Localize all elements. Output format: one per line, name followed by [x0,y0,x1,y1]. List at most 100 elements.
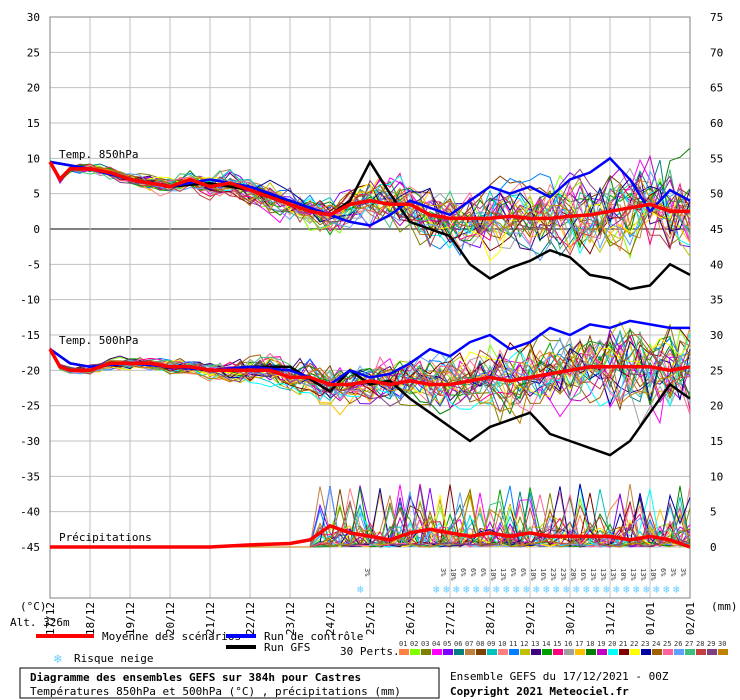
snow-risk-flake-icon: ❄ [473,583,480,596]
snow-risk-flake-icon: ❄ [523,583,530,596]
precip-panel-label: Précipitations [59,531,152,544]
member-number-label: 26 [674,640,682,648]
member-number-label: 03 [421,640,429,648]
x-tick-label: 01/01 [644,602,657,635]
member-color-swatch [432,649,442,655]
x-tick-label: 24/12 [324,602,337,635]
snow-risk-percent: 3% [679,568,687,577]
member-number-label: 14 [542,640,550,648]
x-tick-label: 29/12 [524,602,537,635]
right-tick-label: 75 [710,11,723,24]
x-tick-label: 17/12 [44,602,57,635]
x-tick-label: 25/12 [364,602,377,635]
snow-risk-flake-icon: ❄ [583,583,590,596]
right-tick-label: 65 [710,82,723,95]
member-color-swatch [531,649,541,655]
right-tick-label: 70 [710,46,723,59]
snow-risk-percent: 23% [549,568,557,581]
member-number-label: 22 [630,640,638,648]
t850-control-line [49,156,691,227]
x-tick-label: 26/12 [404,602,417,635]
snow-risk-flake-icon: ❄ [443,583,450,596]
snow-risk-flake-icon: ❄ [603,583,610,596]
x-tick-label: 27/12 [444,602,457,635]
member-number-label: 17 [575,640,583,648]
member-color-swatch [586,649,596,655]
snow-risk-flake-icon: ❄ [533,583,540,596]
member-number-label: 18 [586,640,594,648]
member-line-t500 [49,342,691,416]
member-line-t500 [49,327,691,415]
left-tick-label: 10 [27,152,40,165]
t850-mean-line [48,161,690,221]
member-number-label: 19 [597,640,605,648]
left-tick-label: -30 [20,435,40,448]
member-number-label: 16 [564,640,572,648]
left-tick-label: -10 [20,294,40,307]
snow-risk-flake-icon: ❄ [623,583,630,596]
member-color-swatch [630,649,640,655]
left-tick-label: 25 [27,46,40,59]
snow-risk-flake-icon: ❄ [503,583,510,596]
member-number-label: 10 [498,640,506,648]
x-tick-label: 30/12 [564,602,577,635]
precip-mean-line [50,523,691,549]
snow-risk-percent: 6% [509,568,517,577]
snow-risk-flake-icon: ❄ [563,583,570,596]
left-tick-label: 30 [27,11,40,24]
chart-subtitle: Températures 850hPa et 500hPa (°C) , pré… [30,685,401,698]
member-color-swatch [641,649,651,655]
left-tick-label: 15 [27,117,40,130]
right-tick-label: 5 [710,506,717,519]
member-color-swatch [685,649,695,655]
left-tick-label: 20 [27,82,40,95]
x-tick-label: 19/12 [124,602,137,635]
right-tick-label: 25 [710,364,723,377]
snow-risk-percent: 10% [619,568,627,581]
snow-risk-flake-icon: ❄ [613,583,620,596]
left-tick-label: 0 [33,223,40,236]
right-tick-label: 45 [710,223,723,236]
copyright: Copyright 2021 Meteociel.fr [450,685,629,698]
run-info: Ensemble GEFS du 17/12/2021 - 00Z [450,670,669,683]
snow-risk-flake-icon: ❄ [633,583,640,596]
member-color-swatch [553,649,563,655]
snow-risk-flake-icon: ❄ [593,583,600,596]
snow-risk-flake-icon: ❄ [493,583,500,596]
snow-risk-percent: 6% [469,568,477,577]
snow-risk-flake-icon: ❄ [543,583,550,596]
member-number-label: 20 [608,640,616,648]
member-number-label: 21 [619,640,627,648]
t850-panel-label: Temp. 850hPa [59,148,138,161]
snow-risk-percent: 10% [529,568,537,581]
snow-risk-percent: 16% [579,568,587,581]
member-color-swatch [674,649,684,655]
member-number-label: 24 [652,640,660,648]
member-line-t500 [49,330,691,401]
member-number-label: 12 [520,640,528,648]
x-axis: 17/12 18/12 19/12 20/12 21/12 22/12 23/12 24/12… [44,602,697,635]
x-tick-label: 23/12 [284,602,297,635]
snow-risk-percent: 10% [649,568,657,581]
snow-risk-flake-icon: ❄ [513,583,520,596]
snow-risk-flake-icon: ❄ [433,583,440,596]
member-color-swatch [509,649,519,655]
x-tick-label: 18/12 [84,602,97,635]
left-axis-unit: (°C) [20,600,47,613]
member-color-swatch [476,649,486,655]
member-number-label: 28 [696,640,704,648]
right-tick-label: 30 [710,329,723,342]
right-tick-label: 55 [710,152,723,165]
member-number-label: 01 [399,640,407,648]
member-color-swatch [465,649,475,655]
snow-risk-flake-icon: ❄ [653,583,660,596]
snow-risk-percent: 3% [363,568,371,577]
x-tick-label: 31/12 [604,602,617,635]
snow-risk-percent: 13% [629,568,637,581]
legend-perts-label: 30 Perts. [340,645,400,658]
member-color-swatch [696,649,706,655]
right-tick-label: 40 [710,258,723,271]
right-tick-label: 50 [710,188,723,201]
